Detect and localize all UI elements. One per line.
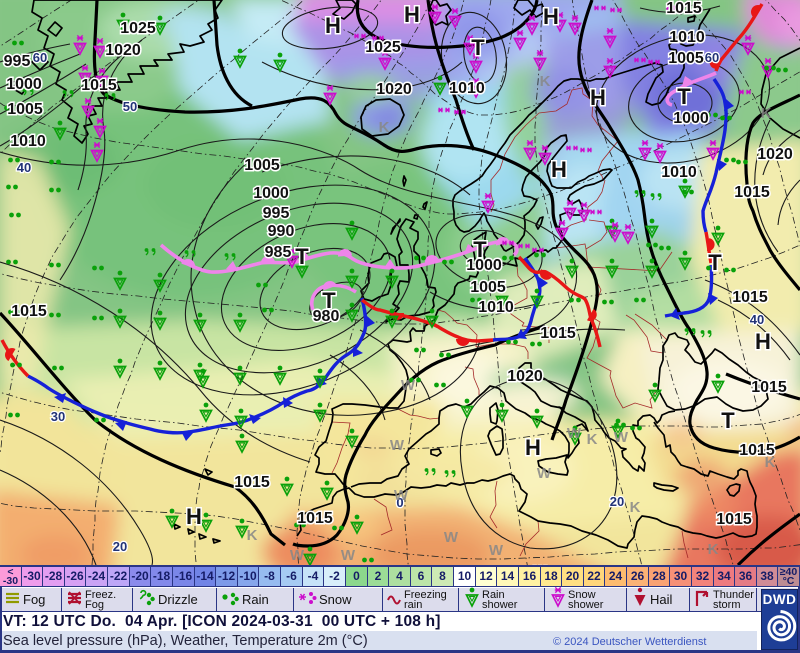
svg-text:W: W <box>489 542 504 559</box>
svg-text:T: T <box>322 288 336 313</box>
svg-text:1020: 1020 <box>105 42 141 59</box>
svg-text:1025: 1025 <box>365 39 401 56</box>
svg-text:1015: 1015 <box>751 379 787 396</box>
svg-text:K: K <box>630 499 641 516</box>
svg-text:H: H <box>525 435 541 460</box>
svg-text:1015: 1015 <box>81 77 117 94</box>
svg-text:1015: 1015 <box>297 510 333 527</box>
svg-text:1015: 1015 <box>11 303 47 320</box>
svg-text:1000: 1000 <box>673 110 709 127</box>
svg-text:T: T <box>473 237 487 262</box>
svg-text:995: 995 <box>4 53 31 70</box>
svg-text:1020: 1020 <box>376 81 412 98</box>
svg-text:1000: 1000 <box>253 185 289 202</box>
svg-text:W: W <box>390 437 405 454</box>
svg-text:T: T <box>677 84 691 109</box>
svg-text:K: K <box>247 527 258 544</box>
svg-text:K: K <box>587 431 598 448</box>
svg-text:1020: 1020 <box>507 368 543 385</box>
svg-text:H: H <box>590 85 606 110</box>
svg-text:1005: 1005 <box>470 279 506 296</box>
svg-text:1015: 1015 <box>540 325 576 342</box>
svg-text:60: 60 <box>705 50 719 65</box>
svg-text:1015: 1015 <box>234 474 270 491</box>
svg-text:1015: 1015 <box>666 0 702 17</box>
svg-text:1010: 1010 <box>10 133 46 150</box>
svg-text:H: H <box>404 2 420 27</box>
svg-text:1010: 1010 <box>661 164 697 181</box>
svg-text:1015: 1015 <box>739 442 775 459</box>
svg-text:W: W <box>401 377 416 394</box>
svg-text:40: 40 <box>750 312 764 327</box>
svg-text:995: 995 <box>263 205 290 222</box>
svg-text:0: 0 <box>396 495 403 510</box>
svg-text:T: T <box>295 244 309 269</box>
svg-text:W: W <box>394 487 409 504</box>
svg-text:1015: 1015 <box>732 289 768 306</box>
svg-text:W: W <box>341 547 356 564</box>
svg-text:1005: 1005 <box>7 101 43 118</box>
svg-text:W: W <box>534 563 547 565</box>
svg-text:H: H <box>543 4 559 29</box>
svg-text:40: 40 <box>17 160 31 175</box>
svg-text:K: K <box>379 119 390 136</box>
svg-text:H: H <box>325 13 341 38</box>
svg-text:H: H <box>755 329 771 354</box>
svg-text:H: H <box>186 504 202 529</box>
svg-text:1015: 1015 <box>716 511 752 528</box>
svg-text:W: W <box>290 547 305 564</box>
svg-text:50: 50 <box>123 99 137 114</box>
svg-text:K: K <box>540 73 551 90</box>
svg-text:1005: 1005 <box>668 50 704 67</box>
svg-text:T: T <box>721 408 735 433</box>
svg-text:1010: 1010 <box>478 299 514 316</box>
svg-text:K: K <box>761 105 772 122</box>
svg-text:990: 990 <box>268 223 295 240</box>
svg-text:1020: 1020 <box>757 146 793 163</box>
svg-text:W: W <box>614 429 629 446</box>
svg-text:1000: 1000 <box>466 257 502 274</box>
svg-text:W: W <box>537 465 552 482</box>
svg-text:1005: 1005 <box>244 157 280 174</box>
svg-text:980: 980 <box>313 308 340 325</box>
svg-text:985: 985 <box>265 244 292 261</box>
svg-text:K: K <box>765 454 776 471</box>
svg-text:T: T <box>471 35 485 60</box>
svg-text:60: 60 <box>33 50 47 65</box>
svg-text:1010: 1010 <box>669 29 705 46</box>
svg-text:1015: 1015 <box>734 184 770 201</box>
svg-text:K: K <box>708 541 719 558</box>
svg-text:T: T <box>708 250 722 275</box>
svg-text:W: W <box>444 529 459 546</box>
svg-text:20: 20 <box>610 494 624 509</box>
svg-text:H: H <box>551 157 567 182</box>
svg-text:20: 20 <box>113 539 127 554</box>
svg-text:1025: 1025 <box>120 20 156 37</box>
svg-text:W: W <box>567 425 582 442</box>
svg-text:1000: 1000 <box>6 76 42 93</box>
svg-text:30: 30 <box>51 409 65 424</box>
svg-text:1010: 1010 <box>449 80 485 97</box>
